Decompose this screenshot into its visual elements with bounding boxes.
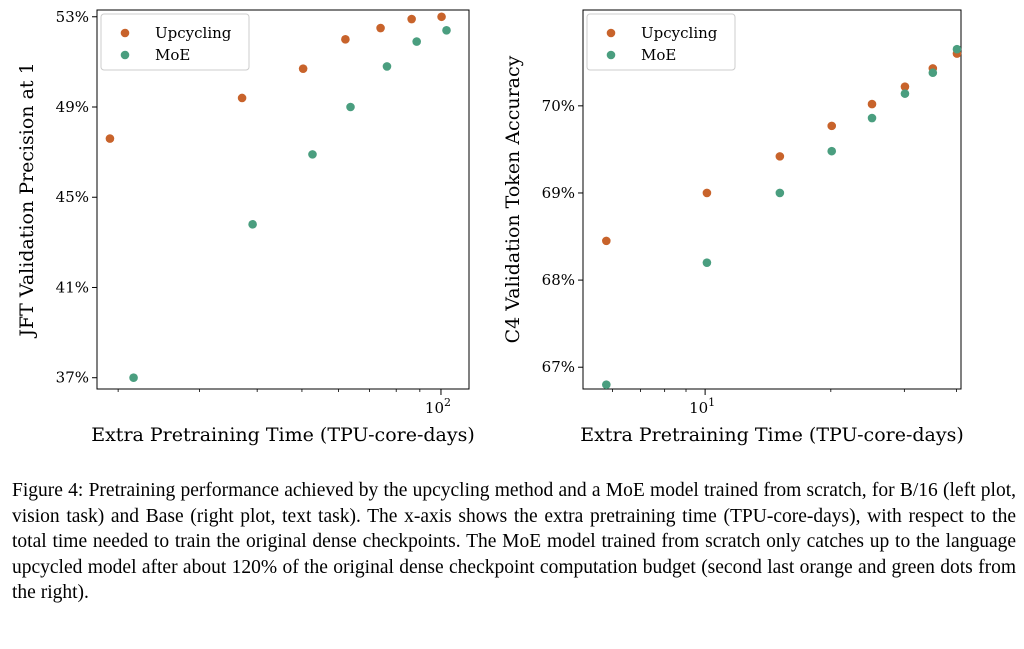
x-axis-label: Extra Pretraining Time (TPU-core-days) [580,424,964,446]
legend [586,13,736,71]
data-point-upcycling [298,64,308,73]
data-point-moe [900,89,910,98]
jft-precision-chart: 37% 41% 45% 49% 53% 102 Extra Pretraining Time… [16,8,475,446]
y-tick-label: 70% [542,97,575,115]
data-point-moe [248,220,257,229]
y-tick-label: 41% [56,278,89,296]
legend-marker [606,50,616,60]
data-point-moe [602,380,611,389]
y-tick-label: 37% [56,369,89,387]
figure-caption: Figure 4: Pretraining performance achiev… [12,480,1016,603]
legend-marker [606,28,616,38]
data-point-moe [702,258,712,267]
data-point-moe [928,68,938,78]
data-point-moe [867,113,877,123]
y-tick-label: 45% [56,188,89,206]
data-point-upcycling [702,188,712,198]
legend-label: Upcycling [155,24,232,42]
data-point-moe [952,44,962,54]
data-point-upcycling [437,12,446,22]
legend-label: Upcycling [641,24,718,42]
data-point-moe [775,188,785,198]
data-point-upcycling [341,35,350,44]
data-point-moe [412,37,421,46]
data-point-upcycling [602,236,611,246]
data-point-moe [442,26,451,35]
x-tick-label: 102 [425,396,451,417]
x-tick-label: 101 [689,396,715,417]
data-point-moe [308,150,317,159]
y-tick-label: 49% [56,98,89,116]
y-tick-label: 68% [542,271,575,289]
data-point-moe [827,146,837,156]
data-point-upcycling [900,82,910,91]
data-point-upcycling [237,93,247,103]
data-point-upcycling [775,152,785,161]
x-axis-label: Extra Pretraining Time (TPU-core-days) [91,424,475,446]
legend [100,13,250,71]
legend-marker [120,50,130,60]
data-point-moe [129,373,138,383]
legend-label: MoE [155,46,190,64]
data-point-moe [346,102,355,112]
data-point-upcycling [407,14,416,24]
legend-label: MoE [641,46,676,64]
data-point-upcycling [376,23,385,33]
y-axis-label: JFT Validation Precision at 1 [16,62,38,338]
data-point-upcycling [105,134,115,143]
data-point-upcycling [827,121,837,131]
data-point-upcycling [867,99,877,109]
y-axis-label: C4 Validation Token Accuracy [502,55,524,343]
axes-frame [582,9,962,390]
y-tick-label: 67% [542,358,575,376]
y-tick-label: 53% [56,8,89,26]
legend-marker [120,28,130,38]
figure-4: 37% 41% 45% 49% 53% 102 Extra Pretraining Time… [16,8,964,446]
axes-frame [96,9,470,390]
c4-accuracy-chart: 67% 68% 69% 70% 101 Extra Pretraining Time (T… [502,9,964,446]
y-tick-label: 69% [542,184,575,202]
data-point-moe [382,62,392,71]
